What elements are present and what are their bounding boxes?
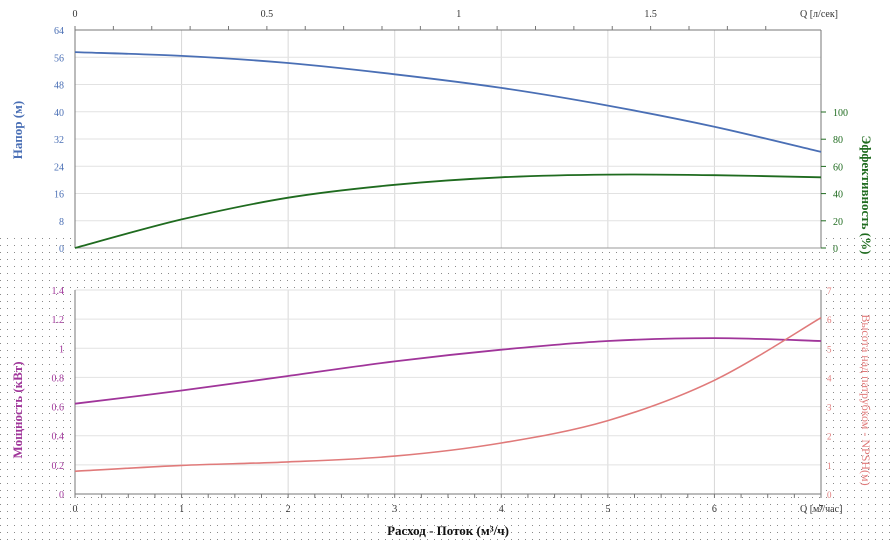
axes bbox=[74, 26, 826, 498]
npsh-axis-title: Высота над патрубком - NPSH(м) bbox=[859, 314, 873, 485]
power-axis-title: Мощность (кВт) bbox=[10, 361, 25, 458]
head-tick-label: 32 bbox=[54, 135, 64, 146]
npsh-tick-label: 5 bbox=[827, 344, 832, 354]
bottom-tick-label: 5 bbox=[605, 504, 610, 515]
x-axis-title: Расход - Поток (м³/ч) bbox=[387, 523, 509, 538]
efficiency-tick-label: 100 bbox=[833, 108, 848, 119]
tick-labels: 0 0.5 1 1.50 1 2 3 4 5 6 7081624324048566402040608… bbox=[52, 9, 849, 515]
bottom-tick-label: 2 bbox=[286, 504, 291, 515]
head-tick-label: 48 bbox=[54, 81, 64, 92]
top-tick-label: 1 bbox=[456, 9, 461, 20]
power-curve bbox=[74, 337, 822, 405]
bottom-unit-label: Q [м³/час] bbox=[800, 504, 842, 515]
head-tick-label: 0 bbox=[59, 244, 64, 255]
npsh-tick-label: 6 bbox=[827, 315, 832, 325]
top-tick-label: 0 bbox=[73, 9, 78, 20]
top-unit-label: Q [л/сек] bbox=[800, 9, 838, 20]
head-tick-label: 40 bbox=[54, 108, 64, 119]
lower-plot-area bbox=[75, 290, 821, 494]
efficiency-tick-label: 60 bbox=[833, 162, 843, 173]
head-tick-label: 24 bbox=[54, 162, 64, 173]
top-tick-label: 1.5 bbox=[644, 9, 657, 20]
head-axis-title: Напор (м) bbox=[10, 101, 25, 159]
bottom-tick-label: 3 bbox=[392, 504, 397, 515]
efficiency-tick-label: 20 bbox=[833, 217, 843, 228]
curves bbox=[74, 51, 822, 473]
power-tick-label: 0.4 bbox=[52, 432, 65, 443]
efficiency-tick-label: 40 bbox=[833, 190, 843, 201]
head-tick-label: 64 bbox=[54, 26, 64, 37]
bottom-tick-label: 0 bbox=[73, 504, 78, 515]
npsh-tick-label: 7 bbox=[827, 286, 832, 296]
npsh-tick-label: 0 bbox=[827, 490, 832, 500]
power-tick-label: 0.8 bbox=[52, 373, 65, 384]
power-tick-label: 1.4 bbox=[52, 286, 65, 297]
bottom-tick-label: 7 bbox=[819, 504, 824, 515]
npsh-tick-label: 4 bbox=[827, 373, 832, 383]
head-curve bbox=[74, 51, 822, 153]
efficiency-tick-label: 0 bbox=[833, 244, 838, 255]
npsh-tick-label: 2 bbox=[827, 432, 832, 442]
power-tick-label: 0.6 bbox=[52, 403, 65, 414]
head-tick-label: 56 bbox=[54, 53, 64, 64]
power-tick-label: 0 bbox=[59, 490, 64, 501]
bottom-tick-label: 6 bbox=[712, 504, 717, 515]
efficiency-curve bbox=[74, 173, 822, 249]
head-tick-label: 8 bbox=[59, 217, 64, 228]
efficiency-axis-title: Эффективность (%) bbox=[859, 136, 874, 255]
bottom-tick-label: 1 bbox=[179, 504, 184, 515]
head-tick-label: 16 bbox=[54, 190, 64, 201]
top-tick-label: 0.5 bbox=[261, 9, 274, 20]
npsh-tick-label: 1 bbox=[827, 461, 832, 471]
power-tick-label: 1.2 bbox=[52, 315, 65, 326]
npsh-tick-label: 3 bbox=[827, 403, 832, 413]
power-tick-label: 1 bbox=[59, 344, 64, 355]
npsh-curve bbox=[74, 317, 822, 473]
bottom-tick-label: 4 bbox=[499, 504, 504, 515]
efficiency-tick-label: 80 bbox=[833, 135, 843, 146]
power-tick-label: 0.2 bbox=[52, 461, 65, 472]
